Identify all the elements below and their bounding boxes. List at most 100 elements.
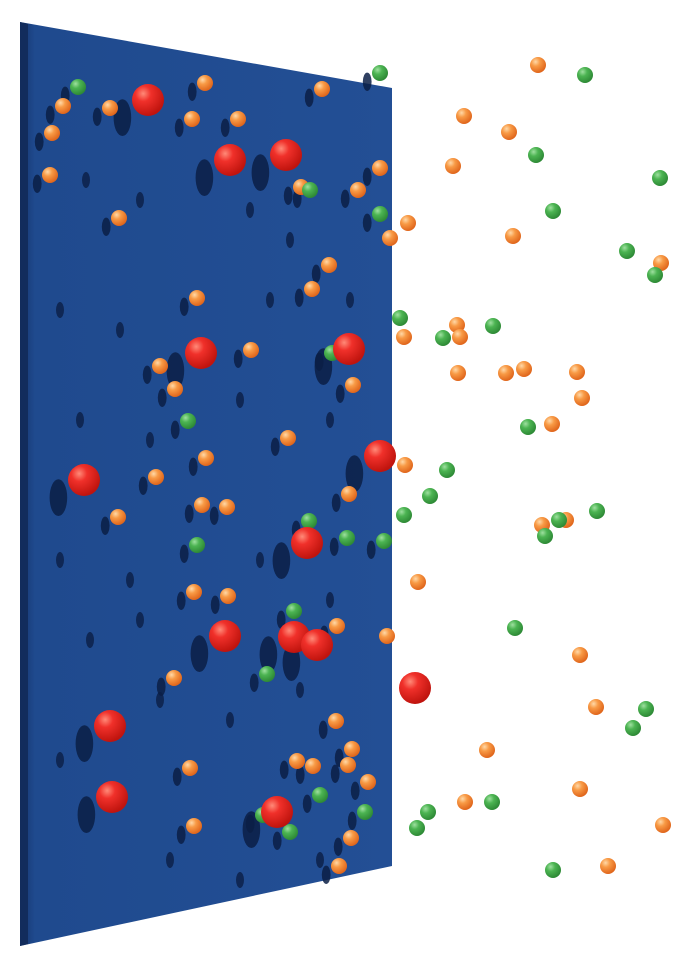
orange-particle bbox=[152, 358, 168, 374]
particle-shadow bbox=[329, 537, 339, 556]
orange-particle bbox=[350, 182, 366, 198]
particle-shadow bbox=[32, 174, 42, 193]
orange-particle bbox=[572, 781, 588, 797]
orange-particle bbox=[111, 210, 127, 226]
green-particle bbox=[301, 513, 317, 529]
orange-particle bbox=[505, 228, 521, 244]
membrane-pore bbox=[76, 412, 84, 428]
particle-shadow bbox=[138, 476, 148, 495]
particle-shadow bbox=[340, 189, 350, 208]
membrane-pore bbox=[326, 592, 334, 608]
particle-shadow bbox=[251, 154, 270, 192]
red-particle bbox=[333, 333, 365, 365]
orange-particle bbox=[600, 858, 616, 874]
orange-particle bbox=[243, 342, 259, 358]
orange-particle bbox=[321, 257, 337, 273]
orange-particle bbox=[450, 365, 466, 381]
orange-particle bbox=[230, 111, 246, 127]
red-particle bbox=[291, 527, 323, 559]
particle-shadow bbox=[270, 437, 280, 456]
green-particle bbox=[70, 79, 86, 95]
membrane-pore bbox=[236, 392, 244, 408]
orange-particle bbox=[400, 215, 416, 231]
particle-shadow bbox=[362, 167, 372, 186]
red-particle bbox=[96, 781, 128, 813]
particle-shadow bbox=[142, 365, 152, 384]
orange-particle bbox=[574, 390, 590, 406]
orange-particle bbox=[329, 618, 345, 634]
green-particle bbox=[372, 65, 388, 81]
membrane-pore bbox=[236, 872, 244, 888]
particles bbox=[42, 57, 671, 878]
green-particle bbox=[282, 824, 298, 840]
orange-particle bbox=[544, 416, 560, 432]
green-particle bbox=[392, 310, 408, 326]
membrane-pore bbox=[346, 292, 354, 308]
orange-particle bbox=[498, 365, 514, 381]
orange-particle bbox=[445, 158, 461, 174]
particle-shadow bbox=[347, 811, 357, 830]
particle-shadow bbox=[276, 610, 286, 629]
orange-particle bbox=[360, 774, 376, 790]
particle-shadow bbox=[184, 504, 194, 523]
membrane-pore bbox=[136, 612, 144, 628]
green-particle bbox=[180, 413, 196, 429]
membrane-pore bbox=[56, 752, 64, 768]
particle-shadow bbox=[45, 105, 55, 125]
orange-particle bbox=[457, 794, 473, 810]
orange-particle bbox=[331, 858, 347, 874]
particle-shadow bbox=[333, 837, 343, 856]
particle-shadow bbox=[249, 673, 259, 692]
red-particle bbox=[364, 440, 396, 472]
orange-particle bbox=[410, 574, 426, 590]
particle-shadow bbox=[174, 118, 184, 137]
orange-particle bbox=[397, 457, 413, 473]
orange-particle bbox=[166, 670, 182, 686]
green-particle bbox=[259, 666, 275, 682]
particle-shadow bbox=[179, 544, 189, 563]
orange-particle bbox=[653, 255, 669, 271]
green-particle bbox=[545, 203, 561, 219]
orange-particle bbox=[42, 167, 58, 183]
particle-shadow bbox=[366, 540, 376, 559]
red-particle bbox=[132, 84, 164, 116]
green-particle bbox=[357, 804, 373, 820]
particle-shadow bbox=[100, 516, 110, 535]
particle-shadow bbox=[242, 811, 261, 848]
orange-particle bbox=[588, 699, 604, 715]
particle-shadow bbox=[272, 831, 282, 850]
membrane-pore bbox=[296, 682, 304, 698]
membrane-pore bbox=[126, 572, 134, 588]
green-particle bbox=[577, 67, 593, 83]
green-particle bbox=[484, 794, 500, 810]
particle-shadow bbox=[330, 764, 340, 783]
particle-shadow bbox=[172, 767, 182, 786]
particle-shadow bbox=[77, 796, 96, 833]
particle-shadow bbox=[272, 542, 291, 579]
membrane-pore bbox=[246, 202, 254, 218]
membrane-pore bbox=[266, 292, 274, 308]
particle-shadow bbox=[176, 825, 186, 844]
orange-particle bbox=[382, 230, 398, 246]
red-particle bbox=[270, 139, 302, 171]
particle-shadow bbox=[170, 420, 180, 439]
orange-particle bbox=[182, 760, 198, 776]
green-particle bbox=[372, 206, 388, 222]
orange-particle bbox=[184, 111, 200, 127]
particle-shadow bbox=[220, 118, 230, 137]
orange-particle bbox=[449, 317, 465, 333]
green-particle bbox=[420, 804, 436, 820]
membrane-pore bbox=[286, 232, 294, 248]
green-particle bbox=[435, 330, 451, 346]
orange-particle bbox=[289, 753, 305, 769]
orange-particle bbox=[305, 758, 321, 774]
orange-particle bbox=[189, 290, 205, 306]
red-particle bbox=[261, 796, 293, 828]
membrane-pore bbox=[226, 712, 234, 728]
particle-shadow bbox=[345, 455, 364, 492]
green-particle bbox=[339, 530, 355, 546]
membrane-pore bbox=[146, 432, 154, 448]
orange-particle bbox=[304, 281, 320, 297]
orange-particle bbox=[148, 469, 164, 485]
orange-particle bbox=[343, 830, 359, 846]
